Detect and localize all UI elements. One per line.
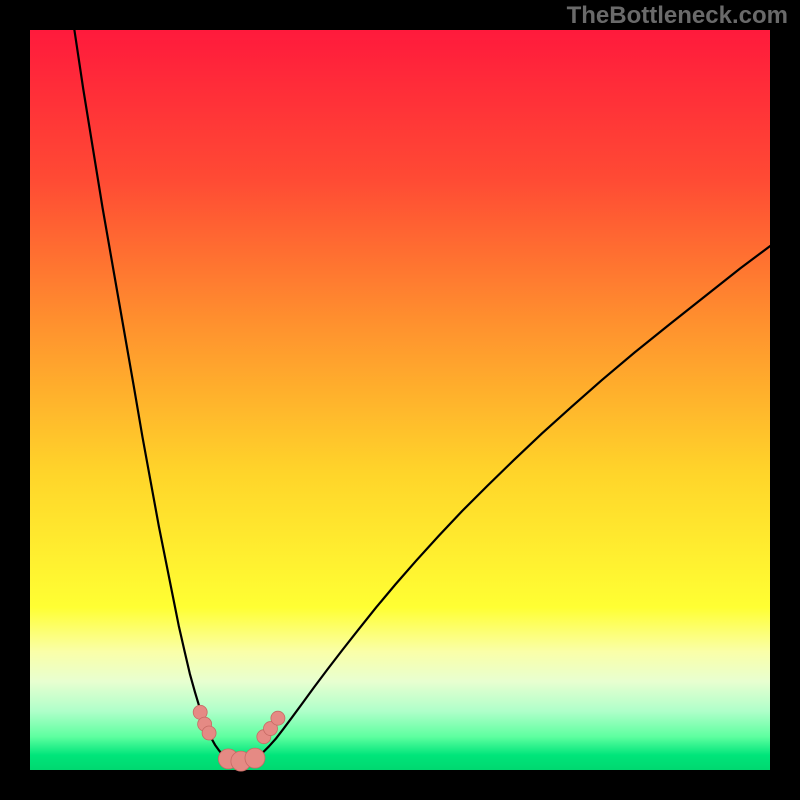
data-points-layer <box>30 30 770 770</box>
data-point-left-2 <box>202 726 216 740</box>
data-point-trough-2 <box>245 748 265 768</box>
watermark-text: TheBottleneck.com <box>567 2 788 30</box>
plot-area <box>30 30 770 770</box>
data-point-right-2 <box>271 711 285 725</box>
chart-frame: TheBottleneck.com <box>0 0 800 800</box>
